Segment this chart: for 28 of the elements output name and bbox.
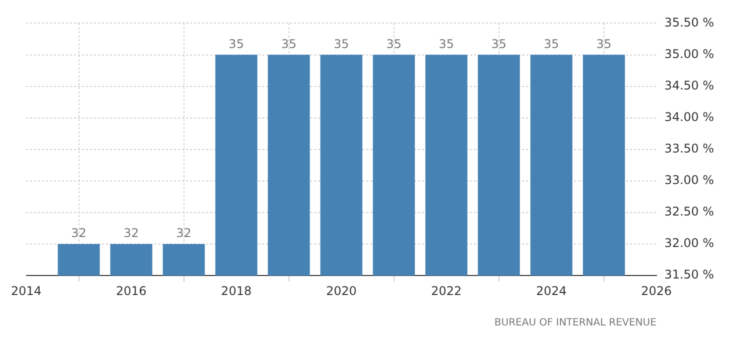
data-label: 35 xyxy=(281,36,296,51)
x-tick-label: 2018 xyxy=(221,284,252,298)
y-tick-label: 33.00 % xyxy=(664,173,714,188)
y-tick-label: 32.00 % xyxy=(664,236,714,250)
y-tick-label: 31.50 % xyxy=(664,268,714,282)
data-label: 32 xyxy=(176,226,192,240)
data-label: 35 xyxy=(438,36,454,51)
data-label: 35 xyxy=(334,36,349,51)
y-tick-label: 34.00 % xyxy=(664,110,714,124)
data-label: 35 xyxy=(491,36,507,51)
y-tick-label: 32.50 % xyxy=(664,204,714,219)
x-tick-label: 2024 xyxy=(536,284,567,298)
y-tick-label: 33.50 % xyxy=(664,142,714,156)
x-tick-label: 2026 xyxy=(641,284,672,298)
x-tick-label: 2016 xyxy=(116,284,147,298)
x-tick-label: 2022 xyxy=(431,284,462,298)
text: BUREAU OF INTERNAL REVENUE xyxy=(494,318,656,329)
y-tick-label: 35.00 % xyxy=(664,46,714,61)
x-tick-label: 2020 xyxy=(326,284,357,298)
y-tick-label: 34.50 % xyxy=(664,78,714,92)
data-label: 35 xyxy=(596,36,612,51)
x-tick-label: 2014 xyxy=(10,284,42,298)
data-label: 35 xyxy=(386,36,402,51)
y-tick-label: 35.50 % xyxy=(664,15,714,30)
data-label: 32 xyxy=(71,226,86,240)
data-label: 35 xyxy=(228,36,244,51)
data-label: 35 xyxy=(544,36,560,51)
data-label: 32 xyxy=(124,226,139,240)
